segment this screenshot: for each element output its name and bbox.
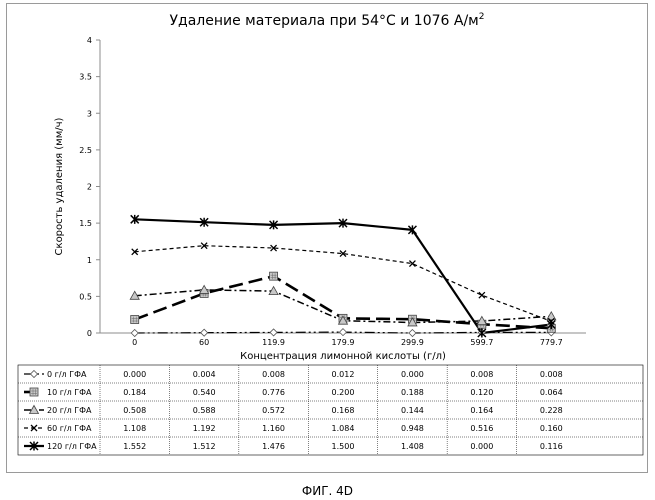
- y-tick-label: 0.5: [79, 292, 92, 301]
- y-tick-label: 1: [87, 256, 92, 265]
- data-label-1-6: 0.064: [540, 388, 563, 397]
- series-line-3: [135, 246, 552, 322]
- data-label-2-6: 0.228: [540, 406, 563, 415]
- data-label-4-4: 1.408: [401, 442, 424, 451]
- data-label-2-2: 0.572: [262, 406, 285, 415]
- data-label-1-3: 0.200: [332, 388, 355, 397]
- data-point-0-2: [270, 329, 277, 336]
- data-label-3-5: 0.516: [470, 424, 493, 433]
- legend-entry-2: 20 г/л ГФА: [47, 406, 92, 415]
- y-tick-label: 4: [87, 36, 92, 45]
- data-label-2-5: 0.164: [470, 406, 493, 415]
- line-chart: Удаление материала при 54°C и 1076 А/м2 0…: [0, 0, 655, 478]
- data-label-3-4: 0.948: [401, 424, 424, 433]
- x-tick-label: 60: [199, 338, 209, 347]
- data-label-4-3: 1.500: [332, 442, 355, 451]
- y-tick-label: 2: [87, 183, 92, 192]
- y-tick-label: 0: [87, 329, 92, 338]
- y-tick-label: 3: [87, 109, 92, 118]
- data-label-2-3: 0.168: [332, 406, 355, 415]
- x-tick-label: 299.9: [401, 338, 424, 347]
- data-point-0-4: [409, 330, 416, 337]
- x-tick-label: 599.7: [470, 338, 493, 347]
- data-point-0-1: [201, 329, 208, 336]
- y-tick-label: 2.5: [79, 146, 92, 155]
- figure-caption: ФИГ. 4D: [0, 484, 655, 498]
- x-tick-label: 0: [132, 338, 137, 347]
- data-label-3-1: 1.192: [193, 424, 216, 433]
- data-label-0-0: 0.000: [123, 370, 146, 379]
- data-label-4-2: 1.476: [262, 442, 285, 451]
- x-tick-label: 179.9: [332, 338, 355, 347]
- data-label-1-4: 0.188: [401, 388, 424, 397]
- data-label-3-6: 0.160: [540, 424, 563, 433]
- legend-swatch-marker-1: [30, 388, 38, 396]
- data-point-0-3: [340, 329, 347, 336]
- data-label-3-0: 1.108: [123, 424, 146, 433]
- data-label-1-0: 0.184: [123, 388, 146, 397]
- data-label-3-3: 1.084: [332, 424, 355, 433]
- data-point-0-0: [131, 330, 138, 337]
- data-point-1-0: [131, 316, 139, 324]
- data-label-0-2: 0.008: [262, 370, 285, 379]
- x-tick-label: 779.7: [540, 338, 563, 347]
- data-label-1-2: 0.776: [262, 388, 285, 397]
- data-label-4-6: 0.116: [540, 442, 563, 451]
- x-tick-label: 119.9: [262, 338, 285, 347]
- data-point-1-2: [270, 272, 278, 280]
- y-tick-label: 3.5: [79, 73, 92, 82]
- legend-swatch-marker-0: [31, 371, 38, 378]
- data-label-2-4: 0.144: [401, 406, 424, 415]
- y-tick-label: 1.5: [79, 219, 92, 228]
- legend-entry-0: 0 г/л ГФА: [47, 370, 87, 379]
- data-label-0-1: 0.004: [193, 370, 216, 379]
- legend-entry-1: 10 г/л ГФА: [47, 388, 92, 397]
- data-label-4-0: 1.552: [123, 442, 146, 451]
- data-label-1-5: 0.120: [470, 388, 493, 397]
- data-label-2-1: 0.588: [193, 406, 216, 415]
- x-axis-label: Концентрация лимонной кислоты (г/л): [240, 351, 446, 362]
- data-label-0-3: 0.012: [332, 370, 355, 379]
- data-label-4-1: 1.512: [193, 442, 216, 451]
- data-label-0-4: 0.000: [401, 370, 424, 379]
- legend-entry-4: 120 г/л ГФА: [47, 442, 97, 451]
- data-point-3-5: [479, 292, 485, 298]
- y-axis-label: Скорость удаления (мм/ч): [54, 117, 65, 255]
- data-label-1-1: 0.540: [193, 388, 216, 397]
- chart-title: Удаление материала при 54°C и 1076 А/м2: [170, 12, 485, 29]
- data-label-0-5: 0.008: [470, 370, 493, 379]
- data-label-2-0: 0.508: [123, 406, 146, 415]
- data-label-3-2: 1.160: [262, 424, 285, 433]
- legend-entry-3: 60 г/л ГФА: [47, 424, 92, 433]
- data-label-0-6: 0.008: [540, 370, 563, 379]
- data-label-4-5: 0.000: [470, 442, 493, 451]
